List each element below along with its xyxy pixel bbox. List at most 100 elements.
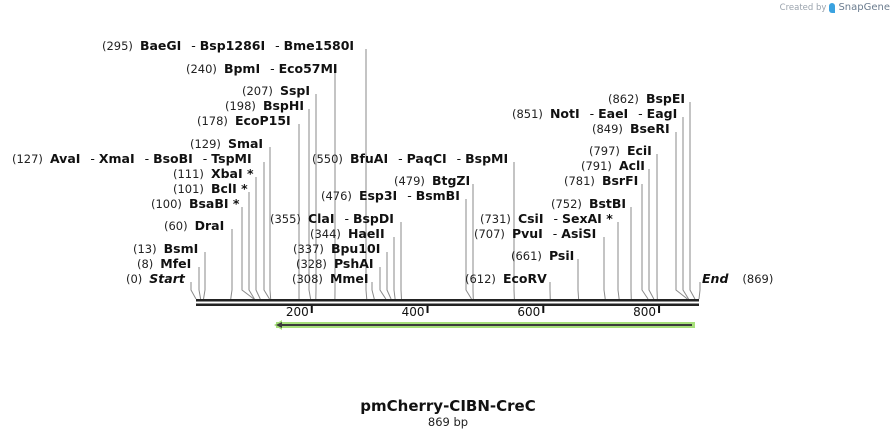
site-position: (661) [511, 249, 542, 263]
restriction-site[interactable]: (328) PshAI [296, 256, 374, 271]
svg-text:(791)AclI: (791) AclI [581, 158, 645, 173]
site-position: (476) [321, 189, 352, 203]
site-name: CsiI [518, 211, 544, 226]
site-name: PsiI [549, 248, 574, 263]
tick-600: 600 [517, 305, 545, 319]
restriction-site[interactable]: (851) NotI - EaeI - EagI [512, 106, 677, 121]
site-position: (295) [102, 39, 133, 53]
restriction-site[interactable]: (207) SspI [242, 83, 310, 98]
svg-text:End(869): End (869) [702, 271, 773, 286]
site-position: (198) [225, 99, 256, 113]
credit-brand: SnapGene [838, 2, 890, 13]
restriction-site[interactable]: (60) DraI [164, 218, 224, 233]
svg-text:(479)BtgZI: (479) BtgZI [394, 173, 470, 188]
site-line [682, 117, 690, 300]
bp-ruler: 200 400 600 800 [286, 305, 661, 319]
restriction-site[interactable]: (797) EciI [589, 143, 652, 158]
site-position: (479) [394, 174, 425, 188]
site-position: (731) [480, 212, 511, 226]
restriction-site[interactable]: (781) BsrFI [564, 173, 638, 188]
site-name: EaeI [598, 106, 628, 121]
site-name: BspEI [646, 91, 685, 106]
restriction-site[interactable]: (731) CsiI - SexAI * [480, 211, 613, 226]
svg-text:(849)BseRI: (849) BseRI [592, 121, 670, 136]
restriction-site[interactable]: (862) BspEI [608, 91, 685, 106]
site-position: (355) [270, 212, 301, 226]
restriction-site[interactable]: (344) HaeII [310, 226, 385, 241]
site-name: BsmI [164, 241, 199, 256]
restriction-site[interactable]: (240) BpmI - Eco57MI [186, 61, 338, 76]
site-position: (13) [133, 242, 157, 256]
restriction-site[interactable]: (479) BtgZI [394, 173, 470, 188]
sequence-length: 869 bp [427, 415, 469, 429]
site-name: SspI [280, 83, 310, 98]
reverse-feature-arrow[interactable] [274, 320, 695, 330]
site-position: (550) [312, 152, 343, 166]
site-position: (0) [126, 272, 142, 286]
site-position: (851) [512, 107, 543, 121]
site-position: (752) [551, 197, 582, 211]
tick-label: 800 [633, 305, 656, 319]
svg-text:(337)Bpu10I: (337) Bpu10I [293, 241, 380, 256]
site-name: EagI [647, 106, 678, 121]
restriction-site[interactable]: (661) PsiI [511, 248, 574, 263]
site-name: BsrFI [602, 173, 638, 188]
site-name: EcoP15I [235, 113, 291, 128]
svg-text:(198)BspHI: (198) BspHI [225, 98, 304, 113]
site-name: BaeGI [140, 38, 181, 53]
site-name: BstBI [589, 196, 626, 211]
site-name: XbaI * [211, 166, 254, 181]
svg-text:(550)BfuAI - PaqCI - BspMI: (550) BfuAI - PaqCI - BspMI [312, 151, 508, 166]
site-line [393, 237, 396, 300]
credit-prefix: Created by [779, 2, 827, 13]
restriction-site[interactable]: (849) BseRI [592, 121, 670, 136]
restriction-site[interactable]: (308) MmeI [292, 271, 369, 286]
site-name: PaqCI [407, 151, 447, 166]
site-name: AclI [619, 158, 645, 173]
site-line [675, 132, 688, 300]
restriction-site[interactable]: (791) AclI [581, 158, 645, 173]
svg-text:(60)DraI: (60) DraI [164, 218, 224, 233]
site-line [241, 207, 255, 300]
restriction-site[interactable]: (355) ClaI - BspDI [270, 211, 394, 226]
site-name: Bme1580I [284, 38, 354, 53]
restriction-site[interactable]: (101) BclI * [173, 181, 248, 196]
restriction-site[interactable]: (129) SmaI [190, 136, 263, 151]
site-name: XmaI [99, 151, 135, 166]
site-name: BspMI [465, 151, 508, 166]
site-line [203, 252, 206, 300]
site-name: Esp3I [359, 188, 397, 203]
restriction-site[interactable]: (100) BsaBI * [151, 196, 240, 211]
svg-text:(13)BsmI: (13) BsmI [133, 241, 198, 256]
site-position: (127) [12, 152, 43, 166]
site-name: EciI [627, 143, 652, 158]
svg-text:(178)EcoP15I: (178) EcoP15I [197, 113, 291, 128]
site-line [365, 49, 368, 300]
site-name: MmeI [330, 271, 369, 286]
restriction-site[interactable]: (0) Start [126, 271, 186, 286]
restriction-site[interactable]: (127) AvaI - XmaI - BsoBI - TspMI [12, 151, 252, 166]
restriction-site[interactable]: (612) EcoRV [465, 271, 547, 286]
restriction-site[interactable]: (707) PvuI - AsiSI [474, 226, 596, 241]
svg-text:(781)BsrFI: (781) BsrFI [564, 173, 638, 188]
site-position: (60) [164, 219, 188, 233]
site-name: BsaBI * [189, 196, 240, 211]
restriction-site[interactable]: (295) BaeGI - Bsp1286I - Bme1580I [102, 38, 354, 53]
restriction-site[interactable]: (752) BstBI [551, 196, 626, 211]
site-name: End [702, 271, 729, 286]
restriction-site[interactable]: (476) Esp3I - BsmBI [321, 188, 460, 203]
site-name: PshAI [334, 256, 374, 271]
restriction-site[interactable]: (178) EcoP15I [197, 113, 291, 128]
restriction-site[interactable]: (550) BfuAI - PaqCI - BspMI [312, 151, 508, 166]
site-position: (781) [564, 174, 595, 188]
restriction-site[interactable]: End (869) [702, 271, 773, 286]
site-separator: - [187, 38, 199, 53]
restriction-site[interactable]: (111) XbaI * [173, 166, 254, 181]
site-position: (344) [310, 227, 341, 241]
restriction-site[interactable]: (198) BspHI [225, 98, 304, 113]
restriction-site[interactable]: (337) Bpu10I [293, 241, 380, 256]
restriction-site[interactable]: (8) MfeI [137, 256, 191, 271]
svg-text:(851)NotI - EaeI - EagI: (851) NotI - EaeI - EagI [512, 106, 677, 121]
svg-text:(707)PvuI - AsiSI: (707) PvuI - AsiSI [474, 226, 596, 241]
restriction-site[interactable]: (13) BsmI [133, 241, 198, 256]
